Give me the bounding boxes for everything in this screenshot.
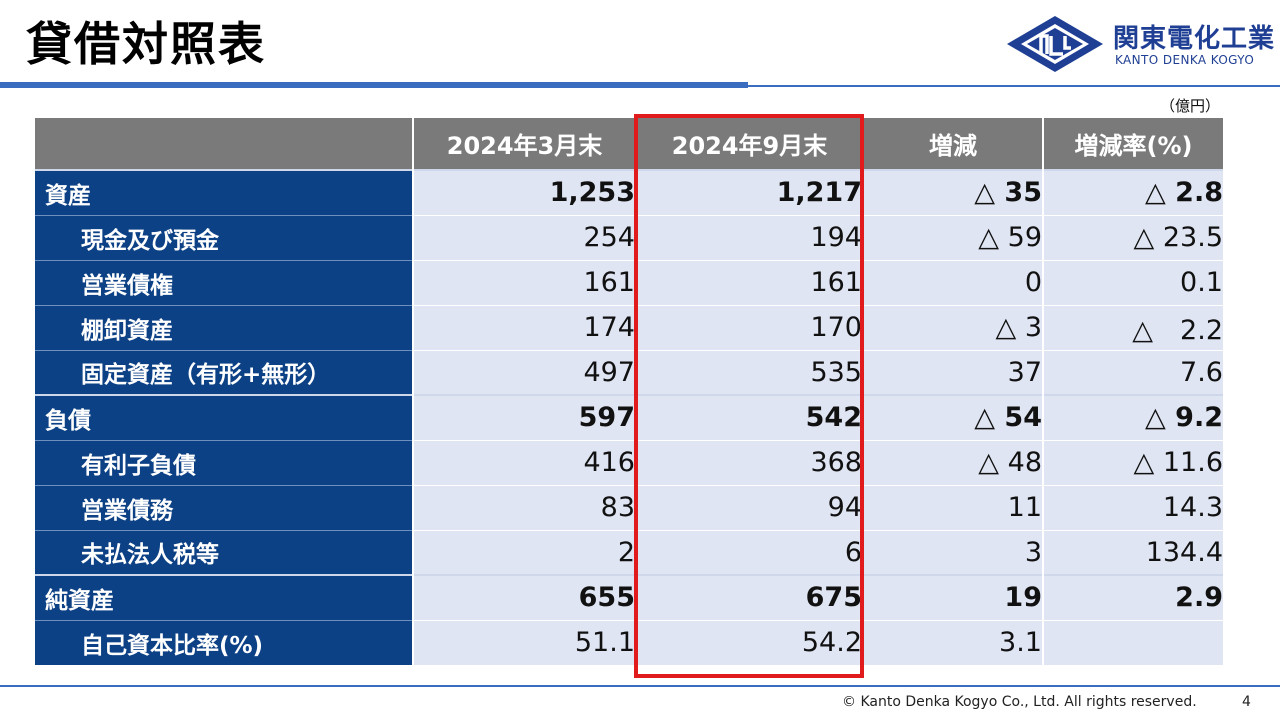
- company-logo-icon: [1007, 16, 1103, 72]
- cell-value: △ 35: [862, 169, 1043, 215]
- column-header: 増減: [862, 118, 1043, 170]
- cell-value: 194: [635, 214, 863, 260]
- cell-value: △ 9.2: [1042, 394, 1223, 440]
- table-row: 純資産 655 675 19 2.9: [35, 574, 1223, 620]
- cell-value: 1,253: [412, 169, 636, 215]
- cell-value: 54.2: [635, 619, 863, 665]
- cell-value: 11: [862, 484, 1043, 530]
- table-row: 営業債務 83 94 11 14.3: [35, 484, 1223, 530]
- cell-value: 542: [635, 394, 863, 440]
- company-name-en: KANTO DENKA KOGYO: [1115, 53, 1255, 67]
- row-label: 自己資本比率(%): [35, 619, 413, 665]
- page-number: 4: [1242, 694, 1251, 710]
- cell-value: 535: [635, 349, 863, 395]
- page-title: 貸借対照表: [26, 17, 266, 71]
- cell-value: 368: [635, 439, 863, 485]
- row-label: 負債: [35, 394, 413, 440]
- table-row: 有利子負債 416 368 △ 48 △ 11.6: [35, 439, 1223, 485]
- table-row: 自己資本比率(%) 51.1 54.2 3.1: [35, 619, 1223, 665]
- cell-value: △ 23.5: [1042, 214, 1223, 260]
- table-row: 負債 597 542 △ 54 △ 9.2: [35, 394, 1223, 440]
- cell-value: 597: [412, 394, 636, 440]
- cell-value: 2: [412, 529, 636, 575]
- cell-value: 0.1: [1042, 259, 1223, 305]
- cell-value: 94: [635, 484, 863, 530]
- cell-value: 3.1: [862, 619, 1043, 665]
- cell-value: 254: [412, 214, 636, 260]
- table-row: 固定資産（有形+無形） 497 535 37 7.6: [35, 349, 1223, 395]
- cell-value: 1,217: [635, 169, 863, 215]
- table-row: 現金及び預金 254 194 △ 59 △ 23.5: [35, 214, 1223, 260]
- column-header: 2024年3月末: [412, 118, 636, 170]
- row-label: 未払法人税等: [35, 529, 413, 575]
- row-label: 固定資産（有形+無形）: [35, 349, 413, 395]
- title-underline: [0, 82, 748, 88]
- table-header-row: 2024年3月末 2024年9月末 増減 増減率(%): [35, 118, 1223, 170]
- cell-value: 6: [635, 529, 863, 575]
- cell-value: 675: [635, 574, 863, 620]
- title-underline-thin: [748, 85, 1280, 87]
- table-header-corner: [35, 118, 413, 170]
- row-label: 有利子負債: [35, 439, 413, 485]
- cell-value: △ 2.8: [1042, 169, 1223, 215]
- table-row: 営業債権 161 161 0 0.1: [35, 259, 1223, 305]
- table-row: 未払法人税等 2 6 3 134.4: [35, 529, 1223, 575]
- cell-value: △ 48: [862, 439, 1043, 485]
- unit-label: （億円）: [1160, 97, 1221, 115]
- cell-value: 0: [862, 259, 1043, 305]
- cell-value: 2.9: [1042, 574, 1223, 620]
- row-label: 営業債権: [35, 259, 413, 305]
- cell-value: △ 54: [862, 394, 1043, 440]
- company-logo: 関東電化工業 KANTO DENKA KOGYO: [1005, 14, 1275, 74]
- column-header: 2024年9月末: [635, 118, 863, 170]
- cell-value: 161: [635, 259, 863, 305]
- table-row: 資産 1,253 1,217 △ 35 △ 2.8: [35, 169, 1223, 215]
- cell-value: 497: [412, 349, 636, 395]
- row-label: 純資産: [35, 574, 413, 620]
- cell-value: △ 11.6: [1042, 439, 1223, 485]
- row-label: 棚卸資産: [35, 304, 413, 350]
- company-name-jp: 関東電化工業: [1113, 24, 1276, 54]
- cell-value: 416: [412, 439, 636, 485]
- cell-value: 7.6: [1042, 349, 1223, 395]
- cell-value: △ 3: [862, 304, 1043, 350]
- copyright-text: © Kanto Denka Kogyo Co., Ltd. All rights…: [842, 694, 1197, 710]
- cell-value: △ 59: [862, 214, 1043, 260]
- cell-value: 19: [862, 574, 1043, 620]
- cell-value: 51.1: [412, 619, 636, 665]
- cell-value: 14.3: [1042, 484, 1223, 530]
- cell-value: 83: [412, 484, 636, 530]
- cell-value: 174: [412, 304, 636, 350]
- cell-value: △ 2.2: [1042, 304, 1223, 350]
- balance-sheet-table: 2024年3月末 2024年9月末 増減 増減率(%) 資産 1,253 1,2…: [35, 118, 1223, 665]
- cell-value: 37: [862, 349, 1043, 395]
- cell-value: [1042, 619, 1223, 665]
- cell-value: 134.4: [1042, 529, 1223, 575]
- cell-value: 161: [412, 259, 636, 305]
- cell-value: 3: [862, 529, 1043, 575]
- footer-divider: [0, 685, 1280, 687]
- row-label: 資産: [35, 169, 413, 215]
- column-header: 増減率(%): [1042, 118, 1223, 170]
- row-label: 現金及び預金: [35, 214, 413, 260]
- cell-value: 655: [412, 574, 636, 620]
- table-row: 棚卸資産 174 170 △ 3 △ 2.2: [35, 304, 1223, 350]
- row-label: 営業債務: [35, 484, 413, 530]
- cell-value: 170: [635, 304, 863, 350]
